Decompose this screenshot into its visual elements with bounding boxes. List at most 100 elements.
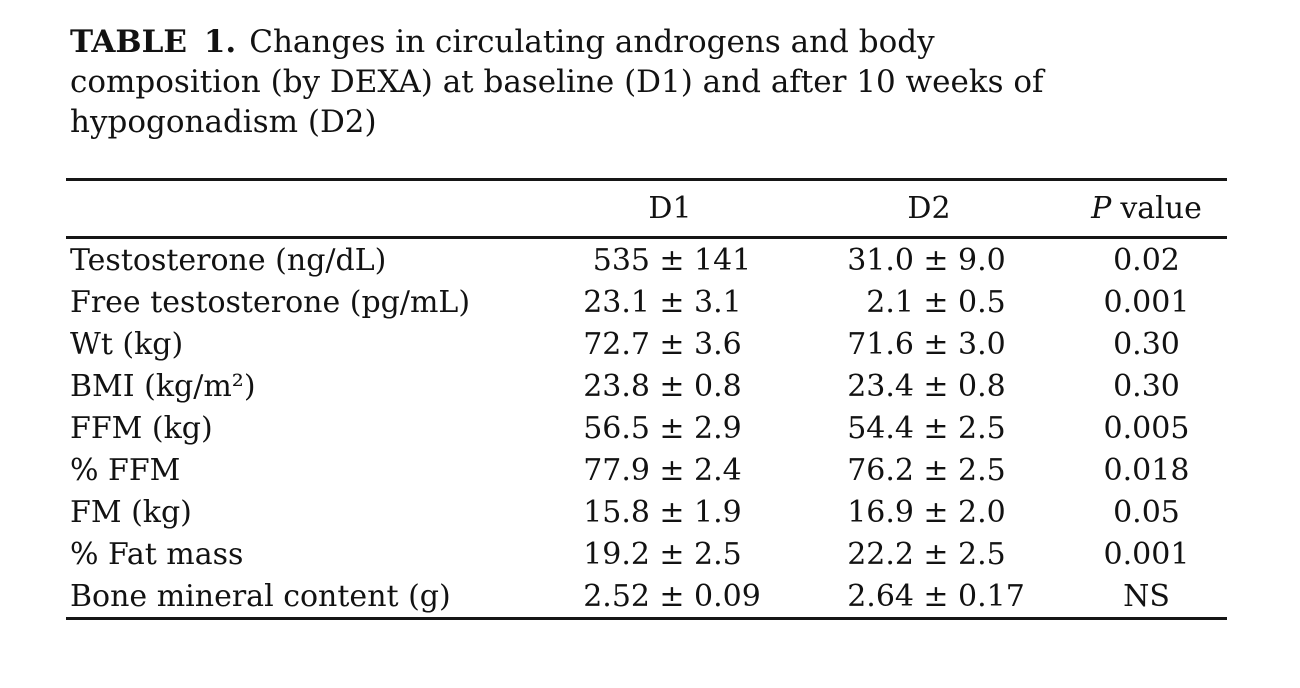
d1-cell: 2.52 ±0.09	[506, 575, 798, 619]
d2-mean: 54.4	[847, 410, 914, 446]
d2-cell: 54.4 ±2.5	[798, 407, 1050, 449]
table-row-free-testosterone: Free testosterone (pg/mL) 23.1 ±3.1 2.1 ±0…	[66, 281, 1227, 323]
plus-minus-sign: ±	[659, 242, 685, 278]
table-row-bmi: BMI (kg/m²) 23.8 ±0.8 23.4 ±0.8 0.30	[66, 365, 1227, 407]
plus-minus-sign: ±	[659, 536, 685, 572]
plus-minus-sign: ±	[923, 242, 949, 278]
plus-minus-sign: ±	[923, 284, 949, 320]
d1-mean: 56.5	[583, 410, 650, 446]
pvalue-header-value: value	[1120, 191, 1202, 226]
row-label: % FFM	[70, 452, 181, 488]
d2-mean: 23.4	[847, 368, 914, 404]
d1-mean: 19.2	[583, 536, 650, 572]
d1-mean: 15.8	[583, 494, 650, 530]
caption-table-number: TABLE 1.	[70, 24, 237, 60]
table-row-pct-ffm: % FFM 77.9 ±2.4 76.2 ±2.5 0.018	[66, 449, 1227, 491]
d2-mean: 2.64	[847, 578, 914, 614]
p-value: NS	[1123, 578, 1170, 614]
d1-sd: 141	[694, 242, 752, 278]
d1-sd: 0.09	[694, 578, 761, 614]
p-value: 0.005	[1103, 410, 1190, 446]
d1-sd: 3.6	[694, 326, 742, 362]
plus-minus-sign: ±	[659, 578, 685, 614]
plus-minus-sign: ±	[659, 284, 685, 320]
d2-sd: 2.0	[958, 494, 1006, 530]
table-caption: TABLE 1. Changes in circulating androgens…	[70, 22, 1260, 142]
d1-cell: 535 ±141	[506, 238, 798, 282]
caption-line-3: hypogonadism (D2)	[70, 102, 1260, 142]
d1-mean: 72.7	[583, 326, 650, 362]
p-value: 0.02	[1113, 242, 1180, 278]
plus-minus-sign: ±	[659, 452, 685, 488]
p-value: 0.30	[1113, 326, 1180, 362]
table-row-wt: Wt (kg) 72.7 ±3.6 71.6 ±3.0 0.30	[66, 323, 1227, 365]
plus-minus-sign: ±	[659, 326, 685, 362]
d1-sd: 3.1	[694, 284, 742, 320]
plus-minus-sign: ±	[923, 578, 949, 614]
row-label: % Fat mass	[70, 536, 244, 572]
d1-mean: 535	[592, 242, 650, 278]
d2-sd: 0.8	[958, 368, 1006, 404]
plus-minus-sign: ±	[923, 368, 949, 404]
caption-text-2: composition (by DEXA) at baseline (D1) a…	[70, 64, 1044, 100]
row-label: Bone mineral content (g)	[70, 578, 451, 614]
d2-cell: 71.6 ±3.0	[798, 323, 1050, 365]
d1-cell: 15.8 ±1.9	[506, 491, 798, 533]
d2-sd: 2.5	[958, 536, 1006, 572]
d2-sd: 2.5	[958, 452, 1006, 488]
d2-mean: 16.9	[847, 494, 914, 530]
plus-minus-sign: ±	[659, 410, 685, 446]
d1-sd: 2.9	[694, 410, 742, 446]
plus-minus-sign: ±	[923, 326, 949, 362]
d1-cell: 23.8 ±0.8	[506, 365, 798, 407]
plus-minus-sign: ±	[923, 536, 949, 572]
d1-sd: 2.4	[694, 452, 742, 488]
d2-cell: 23.4 ±0.8	[798, 365, 1050, 407]
d2-mean: 22.2	[847, 536, 914, 572]
p-value: 0.05	[1113, 494, 1180, 530]
d1-mean: 77.9	[583, 452, 650, 488]
d1-mean: 2.52	[583, 578, 650, 614]
table-body: Testosterone (ng/dL) 535 ±141 31.0 ±9.0 0.…	[66, 238, 1227, 619]
d2-cell: 31.0 ±9.0	[798, 238, 1050, 282]
d1-cell: 19.2 ±2.5	[506, 533, 798, 575]
column-header-d2: D2	[798, 179, 1050, 239]
d2-cell: 2.1 ±0.5	[798, 281, 1050, 323]
row-label: BMI (kg/m²)	[70, 368, 256, 404]
p-value: 0.001	[1103, 284, 1190, 320]
d1-cell: 72.7 ±3.6	[506, 323, 798, 365]
pvalue-header-p: P	[1091, 191, 1112, 226]
d2-sd: 3.0	[958, 326, 1006, 362]
d1-sd: 0.8	[694, 368, 742, 404]
caption-text-1: Changes in circulating androgens and bod…	[249, 24, 935, 60]
row-label: Testosterone (ng/dL)	[70, 242, 387, 278]
caption-line-2: composition (by DEXA) at baseline (D1) a…	[70, 62, 1260, 102]
p-value: 0.30	[1113, 368, 1180, 404]
table-row-testosterone: Testosterone (ng/dL) 535 ±141 31.0 ±9.0 0.…	[66, 238, 1227, 282]
d1-cell: 56.5 ±2.9	[506, 407, 798, 449]
plus-minus-sign: ±	[923, 452, 949, 488]
p-value: 0.001	[1103, 536, 1190, 572]
d2-mean: 2.1	[866, 284, 914, 320]
d2-mean: 31.0	[847, 242, 914, 278]
row-label: FM (kg)	[70, 494, 192, 530]
table-row-bone-mineral-content: Bone mineral content (g) 2.52 ±0.09 2.64 ±…	[66, 575, 1227, 619]
d2-cell: 2.64 ±0.17	[798, 575, 1050, 619]
d2-cell: 22.2 ±2.5	[798, 533, 1050, 575]
column-header-d1: D1	[506, 179, 798, 239]
d2-cell: 16.9 ±2.0	[798, 491, 1050, 533]
table-row-ffm: FFM (kg) 56.5 ±2.9 54.4 ±2.5 0.005	[66, 407, 1227, 449]
plus-minus-sign: ±	[659, 494, 685, 530]
plus-minus-sign: ±	[923, 410, 949, 446]
caption-text-3: hypogonadism (D2)	[70, 104, 377, 140]
plus-minus-sign: ±	[923, 494, 949, 530]
d2-sd: 2.5	[958, 410, 1006, 446]
d2-sd: 0.17	[958, 578, 1025, 614]
d1-mean: 23.1	[583, 284, 650, 320]
d1-sd: 2.5	[694, 536, 742, 572]
d2-mean: 71.6	[847, 326, 914, 362]
